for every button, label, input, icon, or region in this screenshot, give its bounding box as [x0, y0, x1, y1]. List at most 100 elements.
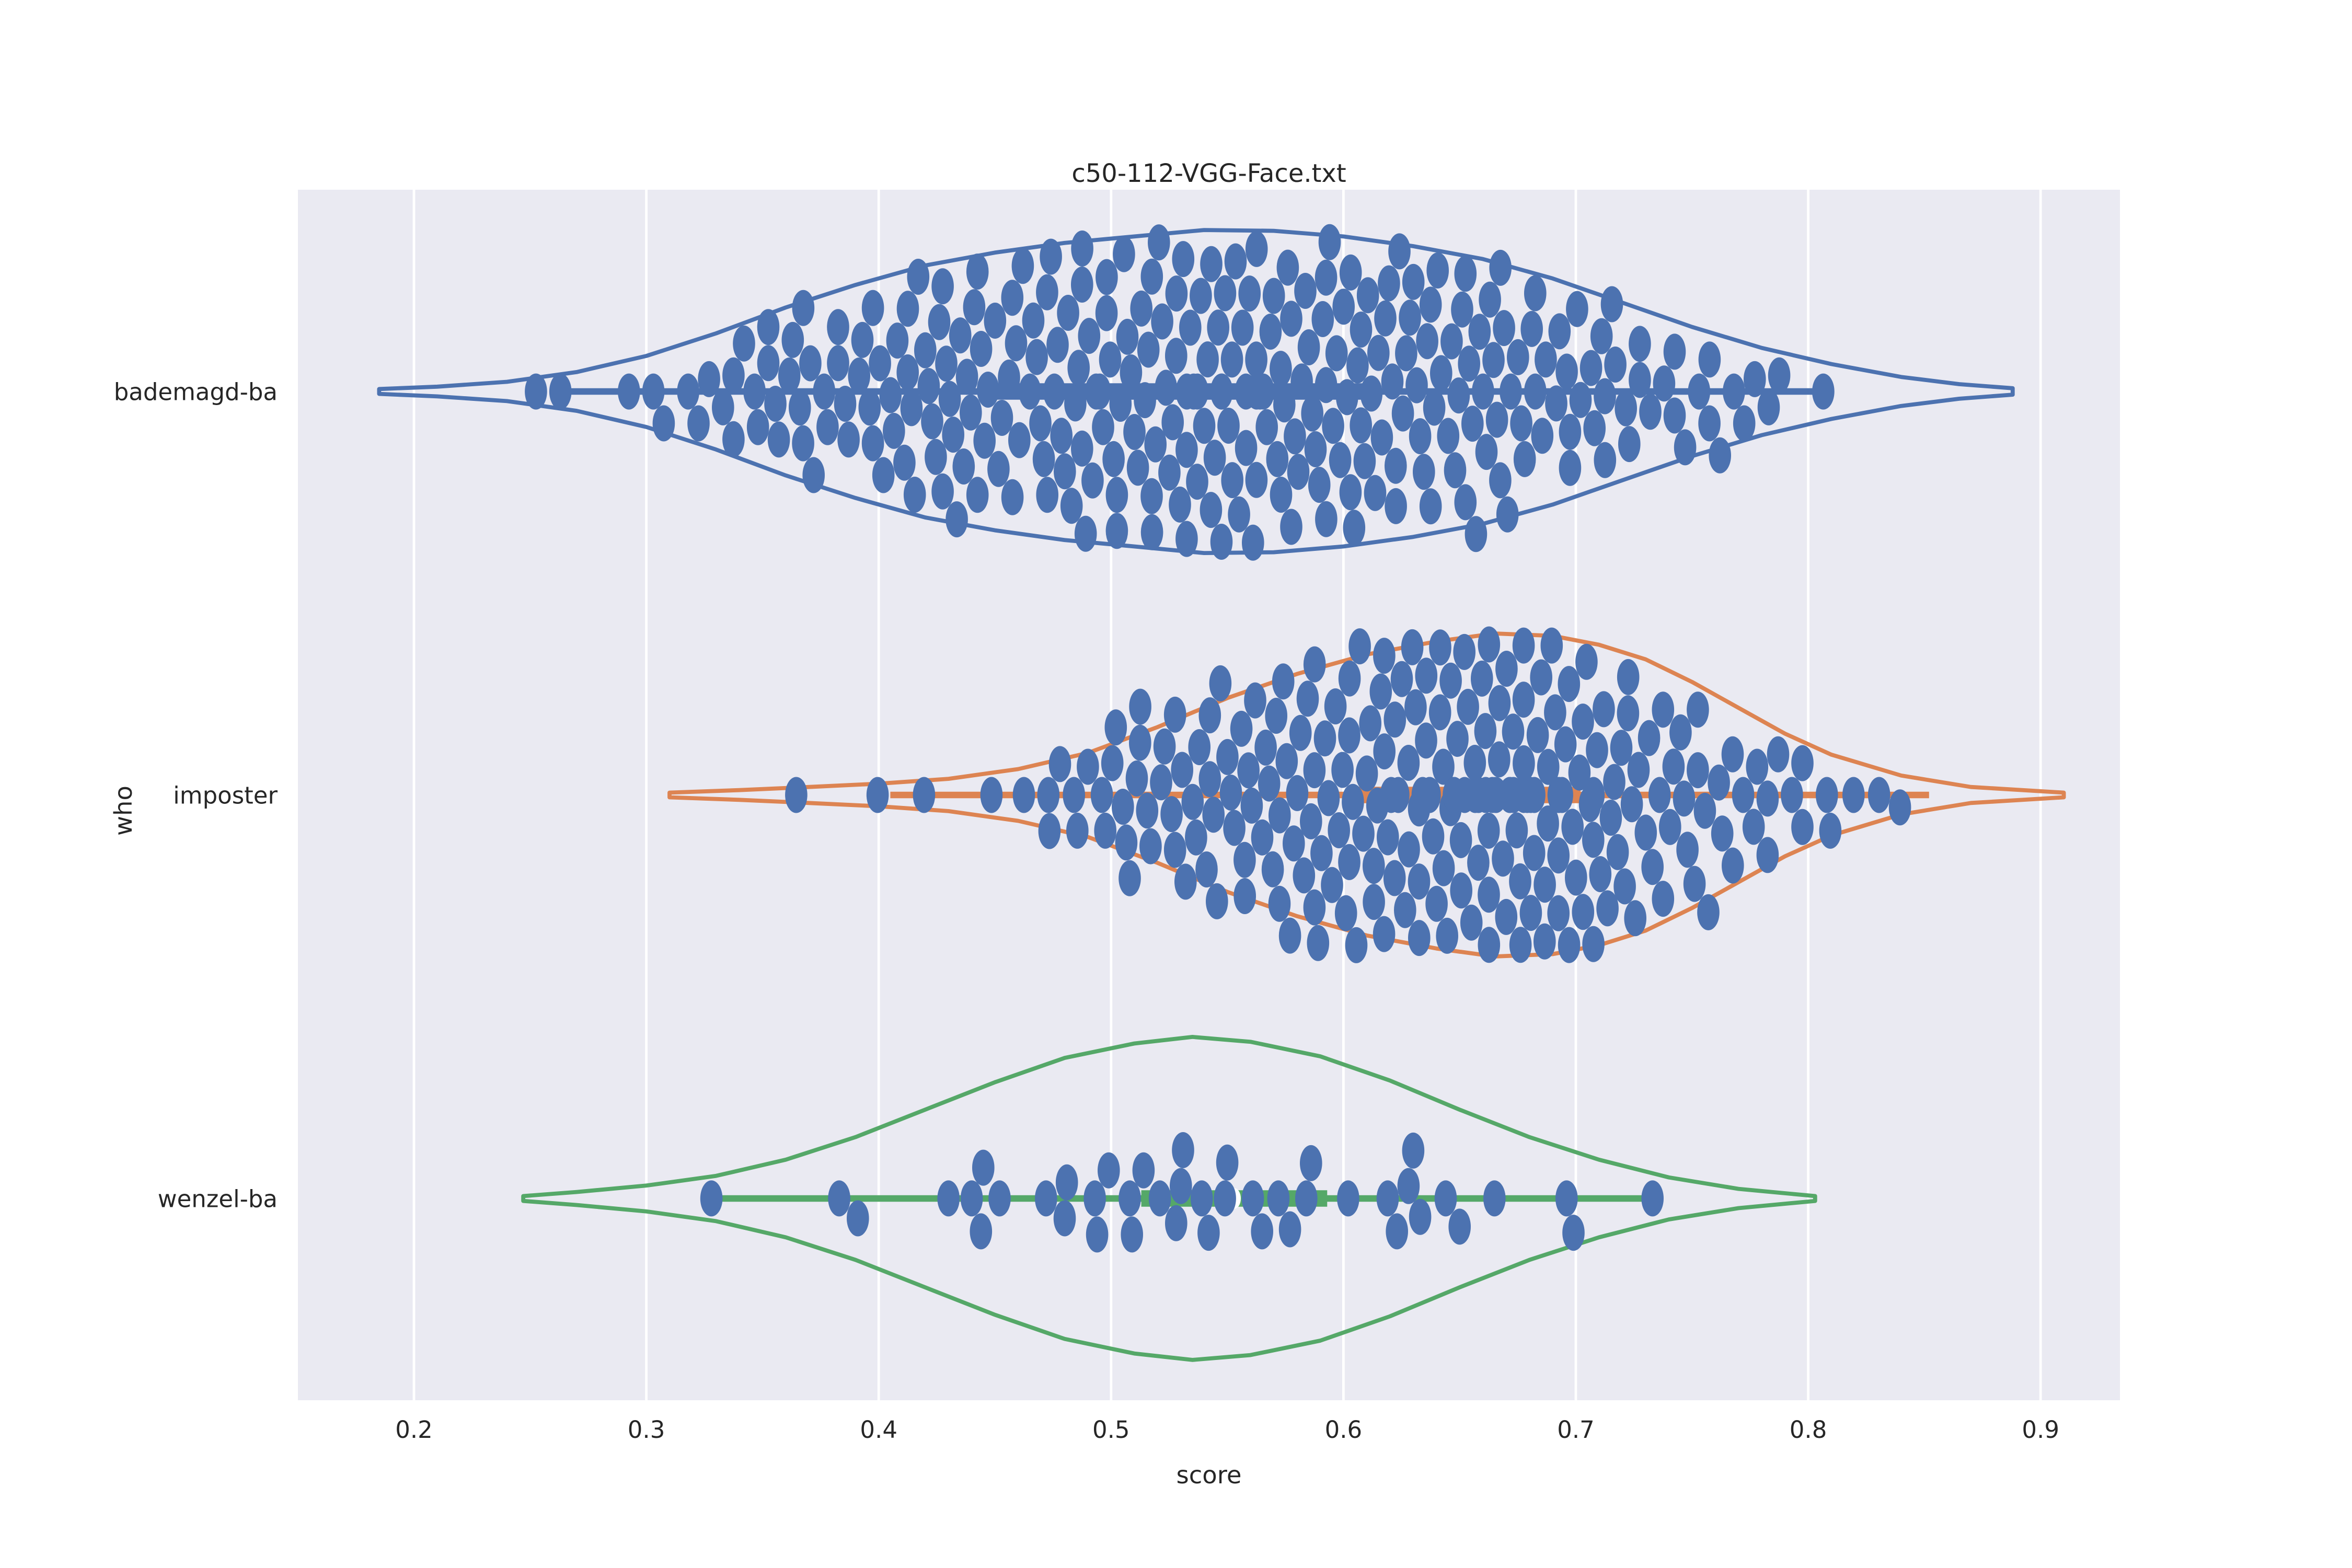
swarm-point [1404, 689, 1427, 725]
swarm-point [1339, 474, 1362, 511]
swarm-point [792, 290, 815, 326]
swarm-point [1496, 496, 1519, 533]
swarm-point [618, 373, 640, 410]
swarm-point [955, 359, 978, 395]
swarm-point [1618, 426, 1641, 463]
swarm-point [886, 322, 909, 359]
swarm-point [1575, 643, 1598, 680]
swarm-point [1583, 410, 1606, 446]
swarm-point [972, 1149, 995, 1186]
swarm-point [1119, 860, 1141, 896]
swarm-point [789, 389, 811, 426]
swarm-point [1086, 1216, 1109, 1253]
swarm-point [1115, 824, 1138, 861]
swarm-point [525, 373, 547, 410]
swarm-point [861, 425, 884, 462]
swarm-point [827, 309, 849, 345]
swarm-point [1283, 825, 1305, 862]
swarm-point [1534, 867, 1556, 903]
swarm-point [1419, 777, 1441, 813]
swarm-point [1512, 627, 1535, 664]
swarm-point [1261, 851, 1284, 887]
swarm-point [914, 332, 937, 368]
swarm-point [879, 377, 902, 413]
swarm-point [1175, 521, 1198, 557]
swarm-point [1165, 275, 1188, 312]
swarm-point [1478, 927, 1501, 963]
swarm-point [1391, 395, 1414, 432]
swarm-point [1071, 230, 1093, 267]
swarm-point [1181, 783, 1204, 820]
swarm-point [1303, 646, 1326, 683]
swarm-point [1155, 370, 1178, 406]
x-tick-label: 0.8 [1790, 1416, 1827, 1444]
swarm-point [1196, 341, 1219, 378]
swarm-wenzel-ba [700, 1132, 1664, 1253]
swarm-point [977, 372, 999, 408]
swarm-point [1687, 691, 1709, 728]
swarm-point [1383, 860, 1406, 896]
swarm-point [1390, 661, 1413, 697]
swarm-point [1210, 524, 1233, 560]
swarm-point [1140, 478, 1163, 514]
swarm-point [1185, 819, 1207, 856]
swarm-point [1129, 688, 1151, 725]
swarm-point [1300, 1145, 1322, 1181]
swarm-point [1245, 341, 1267, 378]
swarm-point [757, 345, 780, 382]
swarm-point [1139, 828, 1162, 864]
swarm-point [1495, 651, 1518, 687]
swarm-point [1767, 736, 1790, 773]
swarm-point [1175, 432, 1198, 468]
swarm-point [1109, 386, 1132, 422]
swarm-point [1083, 1180, 1106, 1217]
swarm-point [1265, 698, 1288, 734]
x-tick-label: 0.6 [1325, 1416, 1363, 1444]
swarm-point [1457, 688, 1479, 725]
swarm-point [1170, 1168, 1192, 1204]
swarm-point [1485, 401, 1508, 438]
swarm-point [1338, 844, 1361, 880]
swarm-point [746, 409, 769, 445]
swarm-point [966, 477, 989, 513]
swarm-point [1251, 819, 1274, 856]
swarm-point [1489, 462, 1512, 499]
swarm-point [1582, 822, 1605, 858]
swarm-point [1558, 666, 1581, 702]
swarm-point [1409, 1198, 1432, 1235]
swarm-point [1697, 894, 1720, 930]
swarm-point [1559, 413, 1582, 450]
swarm-point [1043, 373, 1066, 410]
swarm-point [1468, 314, 1491, 350]
swarm-point [1709, 437, 1731, 474]
swarm-point [1338, 660, 1361, 697]
swarm-point [1376, 1180, 1399, 1217]
swarm-point [952, 448, 975, 485]
swarm-point [1214, 275, 1237, 312]
swarm-point [1446, 721, 1469, 757]
swarm-point [1463, 745, 1486, 781]
swarm-point [1413, 454, 1435, 490]
x-tick-label: 0.4 [860, 1416, 897, 1444]
swarm-point [1402, 263, 1425, 300]
swarm-point [1032, 441, 1055, 477]
swarm-point [1450, 872, 1473, 909]
swarm-point [1768, 357, 1791, 394]
swarm-point [1092, 409, 1114, 445]
swarm-point [1505, 812, 1528, 849]
swarm-point [799, 345, 822, 382]
swarm-point [1652, 881, 1675, 917]
swarm-point [1153, 728, 1176, 765]
swarm-point [1220, 341, 1243, 378]
swarm-point [1123, 414, 1146, 450]
swarm-point [1129, 724, 1151, 761]
swarm-point [1060, 488, 1083, 524]
swarm-point [1198, 697, 1221, 734]
swarm-point [1235, 430, 1258, 466]
swarm-point [1615, 390, 1637, 426]
swarm-point [1190, 1180, 1213, 1217]
swarm-point [1172, 241, 1195, 278]
swarm-point [1721, 736, 1744, 773]
swarm-point [1551, 777, 1573, 813]
swarm-point [1148, 1180, 1171, 1217]
